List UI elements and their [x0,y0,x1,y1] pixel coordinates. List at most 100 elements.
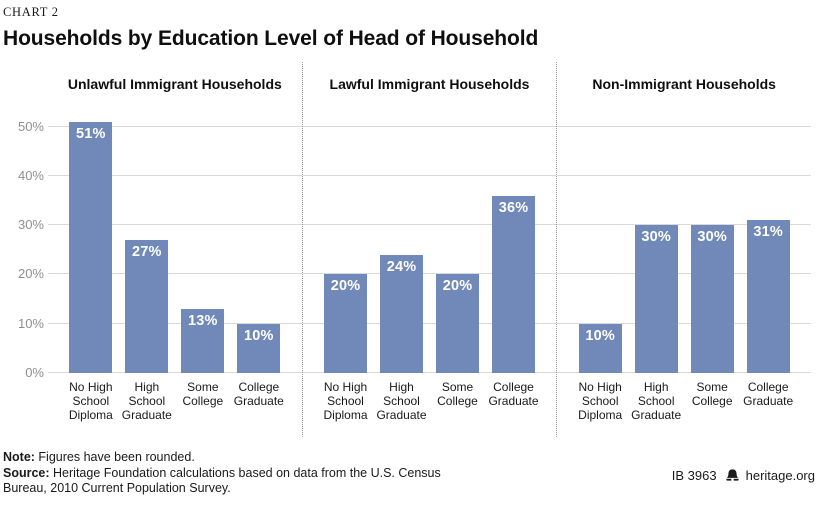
note-text: Figures have been rounded. [34,450,195,464]
bar-column: 10% [231,122,287,373]
note-line: Note: Figures have been rounded. [3,450,815,466]
panel-title: Non-Immigrant Households [592,76,776,92]
liberty-bell-icon [725,469,740,482]
bar-value-label: 30% [697,229,727,246]
panel-2: Lawful Immigrant Households 20% 24% 20% 36% N… [301,62,557,437]
gridline [557,224,812,226]
x-axis-label: No High School Diploma [68,380,113,422]
source-text: Heritage Foundation calculations based o… [3,465,441,496]
x-labels-row: No High School Diploma High School Graduate So… [48,373,302,437]
bar-column: 51% [63,121,119,373]
gridline [48,372,302,373]
x-axis-label: No High School Diploma [323,380,368,422]
gridline [557,125,812,127]
chart-kicker: CHART 2 [3,5,59,19]
bar: 27% [125,239,169,373]
y-axis-tick: 20% [17,266,44,282]
bar: 24% [380,254,423,373]
gridline [302,224,557,226]
x-axis-label: College Graduate [488,380,539,408]
chart: 0% 10% 20% 30% 40% 50% Unlawful Immigrant Hou… [3,62,815,437]
panel-plot: 51% 27% 13% 10% [48,107,302,373]
x-labels-row: No High School Diploma High School Graduate So… [303,373,557,437]
bars-group: 51% 27% 13% 10% [48,121,302,373]
bars-group: 20% 24% 20% 36% [303,195,557,373]
bar-value-label: 36% [498,199,529,216]
bar-value-label: 10% [244,327,274,344]
bar-value-label: 51% [76,125,106,142]
gridline [302,322,557,324]
bar-value-label: 30% [641,229,671,246]
bar-column: 30% [628,220,684,373]
bar-value-label: 24% [386,258,417,275]
gridline [557,273,812,275]
panel-title: Lawful Immigrant Households [329,76,530,92]
bar-value-label: 27% [132,243,162,260]
bar: 10% [237,323,281,373]
bar-value-label: 31% [753,224,783,241]
y-axis-tick: 50% [17,118,44,134]
report-id: IB 3963 [671,468,717,483]
bar: 36% [492,195,535,373]
x-axis-label: High School Graduate [631,380,682,422]
bar-value-label: 20% [442,278,473,295]
bar-column: 30% [684,220,740,373]
page-title: Households by Education Level of Head of… [3,27,539,50]
y-axis: 0% 10% 20% 30% 40% 50% [3,62,48,437]
gridline [302,273,557,275]
bar-value-label: 13% [188,312,218,329]
bar-value-label: 10% [585,327,615,344]
bar-column: 13% [175,122,231,373]
bar: 10% [578,323,622,373]
y-axis-tick: 0% [25,365,44,380]
x-axis-label: College Graduate [233,380,284,408]
gridline [557,174,812,176]
bar-column: 24% [374,196,430,373]
x-axis-label: No High School Diploma [578,380,623,422]
x-axis-label: High School Graduate [376,380,427,422]
x-axis-label: Some College [182,380,224,408]
footer-branding: IB 3963 heritage.org [672,468,815,484]
bar-value-label: 20% [330,278,361,295]
x-axis-label: College Graduate [743,380,794,408]
gridline [302,125,557,127]
panel-title: Unlawful Immigrant Households [67,76,282,92]
gridline [48,224,302,226]
panel-plot: 10% 30% 30% 31% [557,107,812,373]
bar-column: 20% [430,196,486,373]
footer: Note: Figures have been rounded. Source:… [3,450,815,497]
x-axis-label: Some College [437,380,478,408]
panel-1: Unlawful Immigrant Households 51% 27% 13% 10… [48,62,302,437]
x-labels-row: No High School Diploma High School Graduate So… [557,373,811,437]
gridline [48,322,302,324]
panel-3: Non-Immigrant Households 10% 30% 30% 31% No H… [556,62,812,437]
source-line: Source: Heritage Foundation calculations… [3,466,479,497]
gridline [302,372,557,373]
y-axis-tick: 30% [17,217,44,233]
y-axis-tick: 40% [17,167,44,183]
bar: 51% [69,121,113,373]
y-axis-tick: 10% [17,315,44,331]
x-axis-label: High School Graduate [121,380,172,422]
bar: 30% [690,225,734,373]
bar-column: 31% [740,220,796,373]
bar-column: 20% [318,196,374,373]
bar: 13% [181,308,225,373]
bar: 20% [436,274,479,373]
bars-group: 10% 30% 30% 31% [557,220,811,373]
gridline [48,174,302,176]
panel-plot: 20% 24% 20% 36% [302,107,557,373]
panels-row: Unlawful Immigrant Households 51% 27% 13% 10… [48,62,812,437]
gridline [302,174,557,176]
bar: 20% [324,274,367,373]
bar: 31% [746,220,790,373]
bar-column: 27% [119,122,175,373]
bar: 30% [634,225,678,373]
site-link[interactable]: heritage.org [745,468,815,483]
bar-column: 36% [486,195,542,373]
gridline [557,322,812,324]
note-label: Note: [3,450,35,464]
source-label: Source: [3,465,50,480]
bar-column: 10% [572,220,628,373]
